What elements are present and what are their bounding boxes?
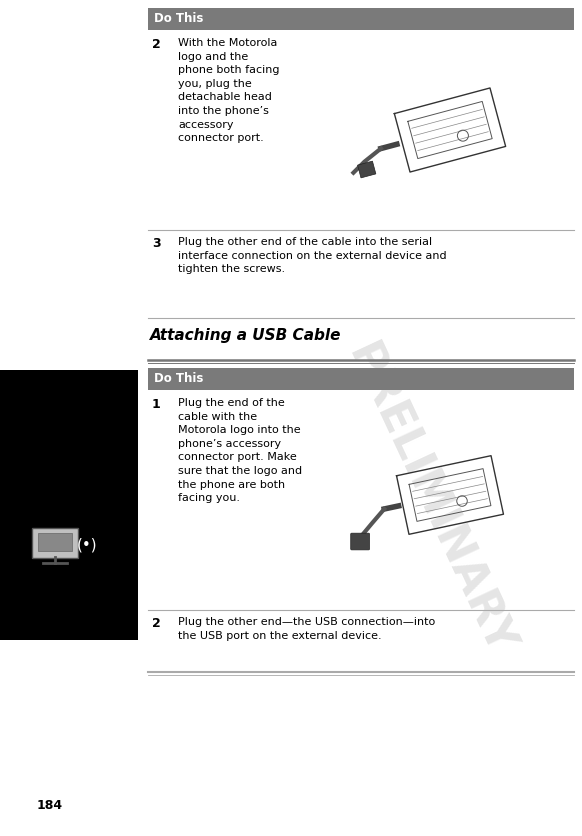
Text: Do This: Do This bbox=[154, 373, 203, 385]
Text: With the Motorola
logo and the
phone both facing
you, plug the
detachable head
i: With the Motorola logo and the phone bot… bbox=[178, 38, 279, 143]
FancyBboxPatch shape bbox=[32, 528, 78, 558]
Text: 2: 2 bbox=[152, 38, 161, 51]
Bar bbox=[38, 533, 72, 551]
Bar bbox=[0, 370, 138, 640]
Text: 2: 2 bbox=[152, 617, 161, 630]
Text: Plug the other end—the USB connection—into
the USB port on the external device.: Plug the other end—the USB connection—in… bbox=[178, 617, 435, 640]
Text: PRELIMINARY: PRELIMINARY bbox=[339, 337, 521, 663]
Text: (•): (•) bbox=[77, 538, 97, 553]
Text: Plug the other end of the cable into the serial
interface connection on the exte: Plug the other end of the cable into the… bbox=[178, 237, 446, 274]
Bar bbox=[148, 8, 574, 30]
FancyBboxPatch shape bbox=[351, 533, 370, 550]
Bar bbox=[357, 161, 376, 178]
Bar bbox=[148, 368, 574, 390]
Text: Plug the end of the
cable with the
Motorola logo into the
phone’s accessory
conn: Plug the end of the cable with the Motor… bbox=[178, 398, 302, 503]
Text: Data and Fax Calls: Data and Fax Calls bbox=[22, 229, 34, 351]
Text: 3: 3 bbox=[152, 237, 161, 250]
Text: Attaching a USB Cable: Attaching a USB Cable bbox=[150, 328, 342, 343]
Text: 1: 1 bbox=[152, 398, 161, 411]
Text: Do This: Do This bbox=[154, 13, 203, 26]
Text: 184: 184 bbox=[37, 799, 63, 812]
